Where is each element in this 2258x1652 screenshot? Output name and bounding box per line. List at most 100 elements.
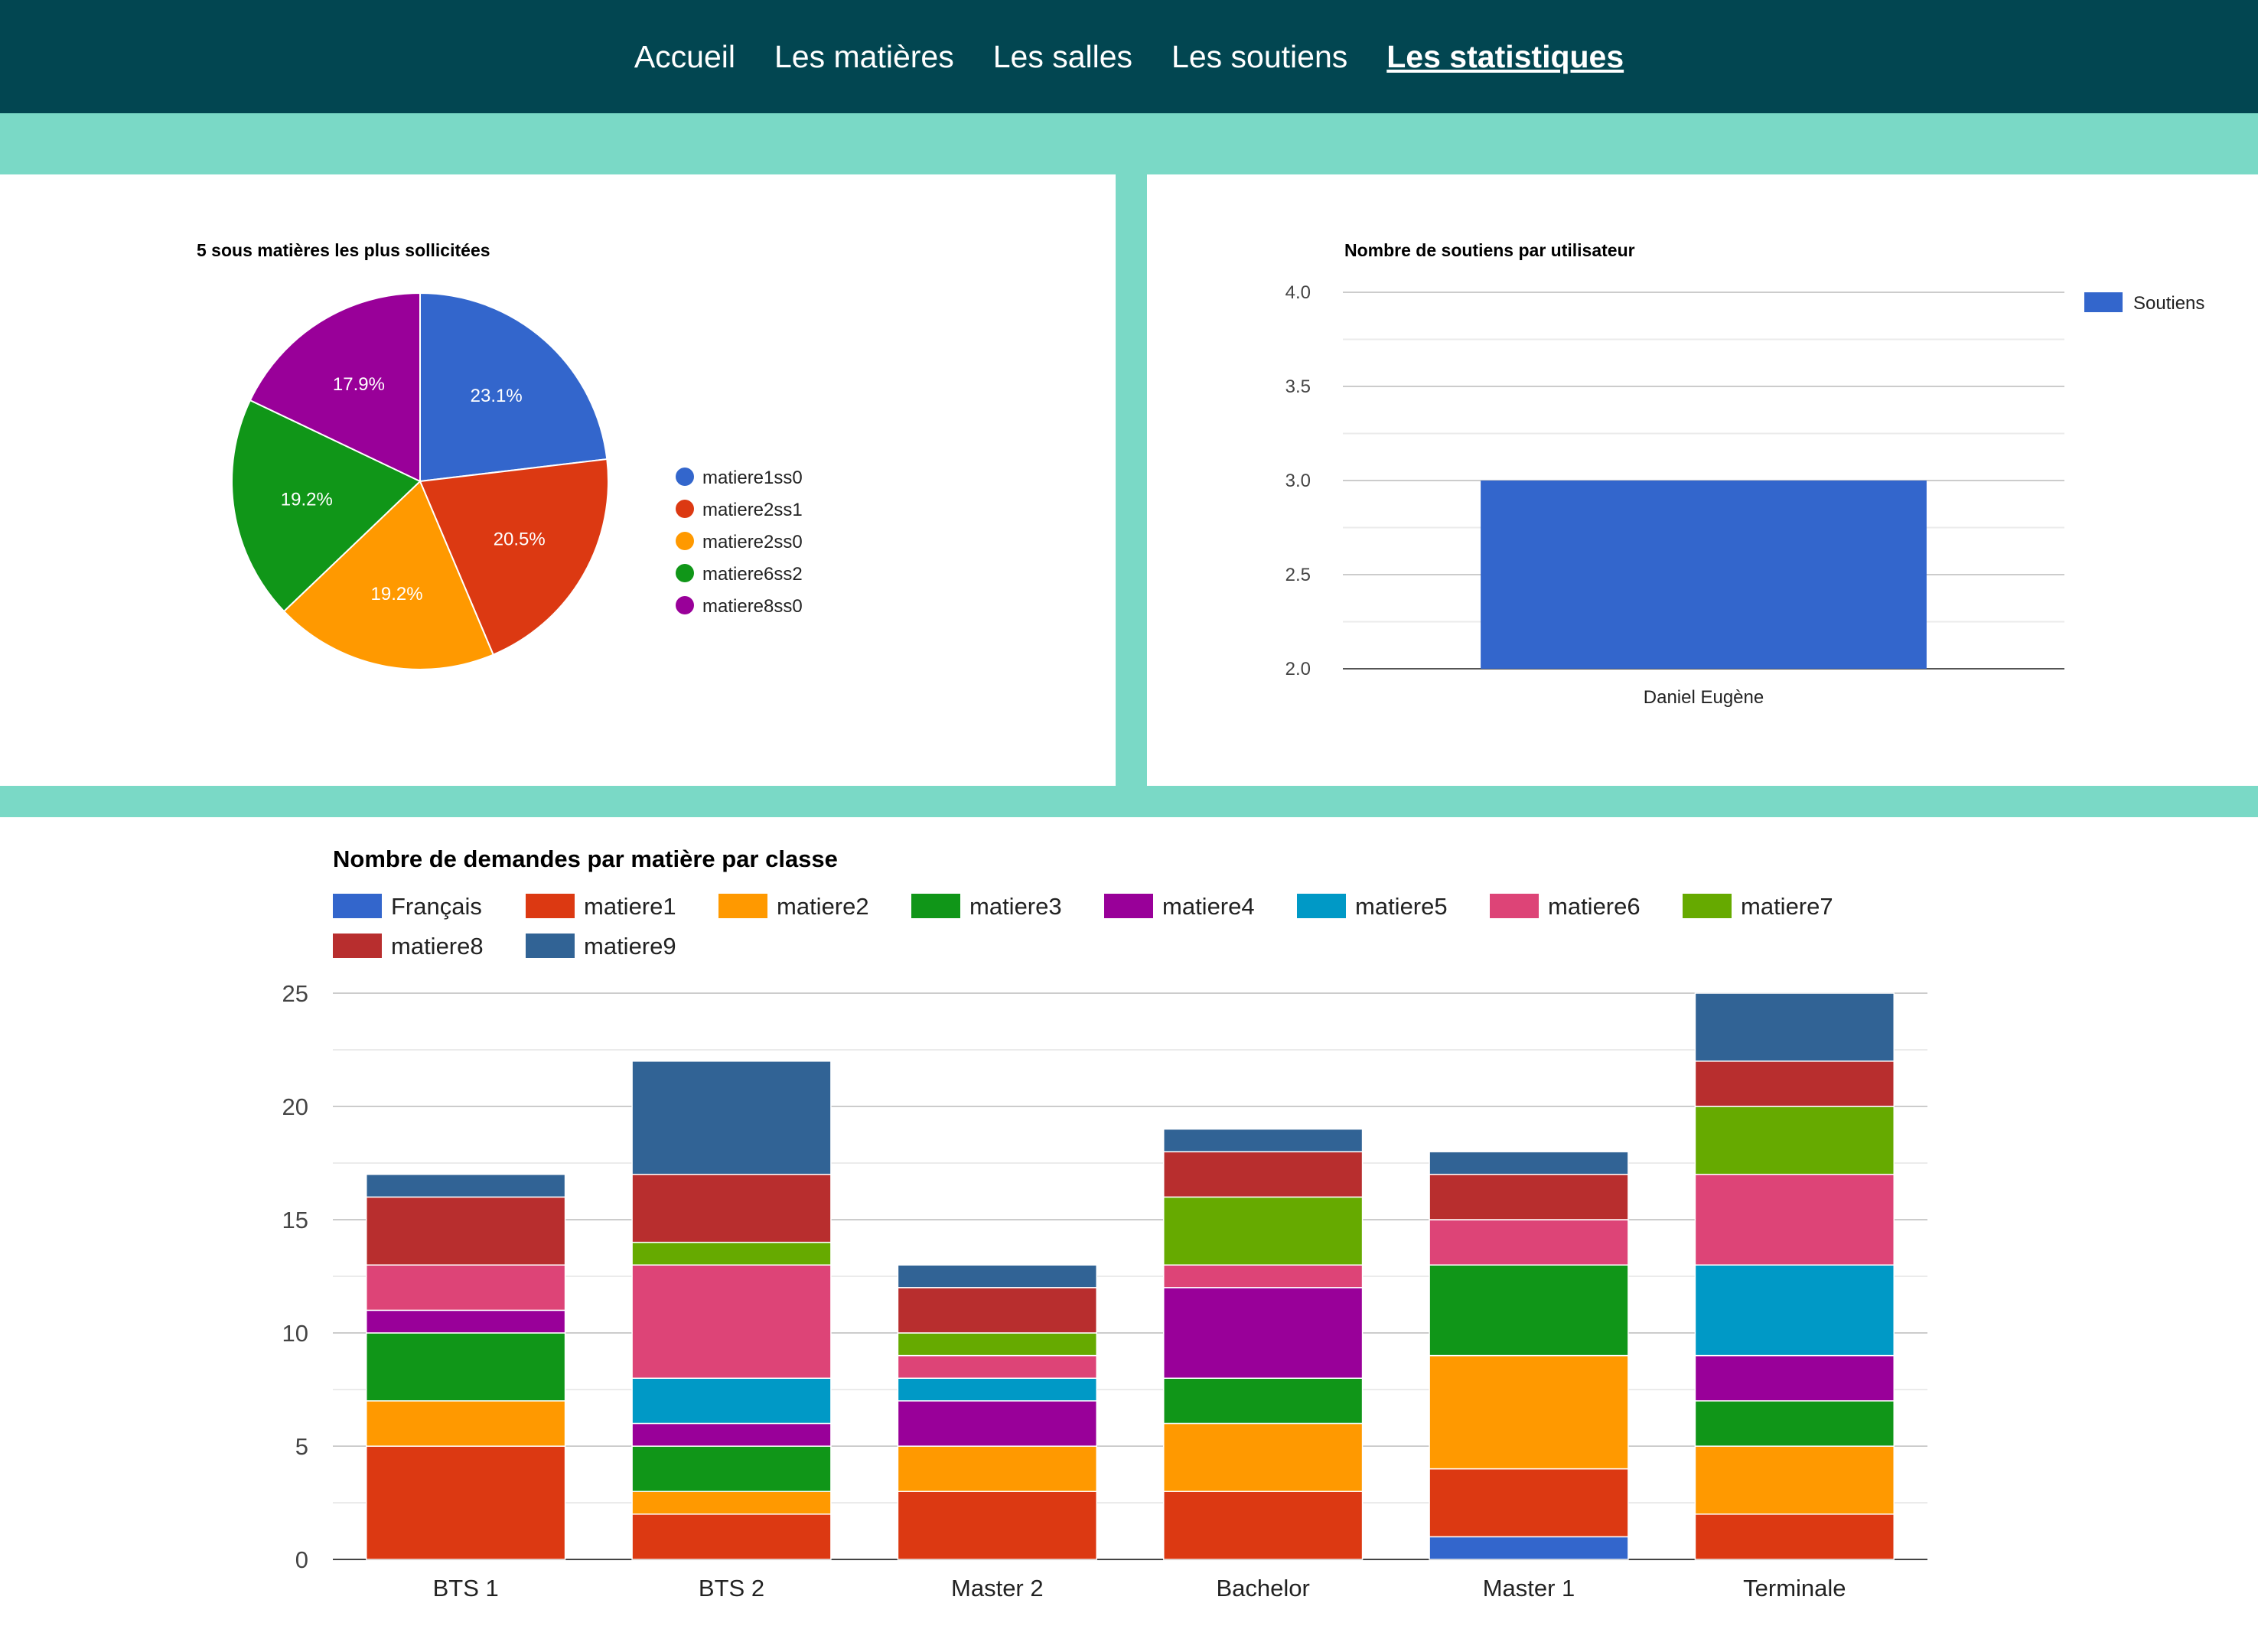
pie-chart-panel: 5 sous matières les plus sollicitées 23.… xyxy=(0,174,1116,786)
legend-item-matiere2ss1: matiere2ss1 xyxy=(702,500,803,520)
y-tick-label: 15 xyxy=(282,1207,308,1233)
bar-segment-master-2-matiere4[interactable] xyxy=(897,1400,1097,1447)
bar-segment-bts-1-matiere6[interactable] xyxy=(366,1264,566,1311)
bar-daniel-eugene[interactable] xyxy=(1481,481,1927,669)
bar-segment-bts-2-matiere4[interactable] xyxy=(631,1422,832,1447)
bar-segment-master-1-francais[interactable] xyxy=(1429,1536,1629,1560)
x-tick-label: Master 2 xyxy=(951,1575,1044,1601)
pie-slice-matiere1ss0[interactable] xyxy=(419,292,608,483)
legend-item-matiere9: matiere9 xyxy=(584,933,676,960)
bar-segment-bts-2-matiere7[interactable] xyxy=(631,1241,832,1266)
bar-segment-master-1-matiere2[interactable] xyxy=(1429,1354,1629,1470)
bar-segment-terminale-matiere8[interactable] xyxy=(1694,1061,1895,1107)
top-navigation: Accueil Les matières Les salles Les sout… xyxy=(0,0,2258,113)
bar-segment-master-1-matiere1[interactable] xyxy=(1429,1468,1629,1538)
nav-accueil[interactable]: Accueil xyxy=(634,38,735,74)
pie-slice-matiere8ss0[interactable] xyxy=(249,292,421,483)
legend-marker xyxy=(1297,894,1346,918)
legend-item-matiere1ss0: matiere1ss0 xyxy=(702,468,803,488)
pie-slice-matiere6ss2[interactable] xyxy=(231,399,422,613)
bar-segment-bts-1-matiere3[interactable] xyxy=(366,1332,566,1402)
bar-segment-bachelor-matiere4[interactable] xyxy=(1163,1287,1364,1379)
legend-item-matiere3: matiere3 xyxy=(969,893,1062,920)
bar-segment-bts-1-matiere8[interactable] xyxy=(366,1196,566,1266)
bar-segment-master-2-matiere6[interactable] xyxy=(897,1354,1097,1379)
bar-segment-terminale-matiere1[interactable] xyxy=(1694,1514,1895,1560)
legend-marker xyxy=(526,934,575,958)
pie-slice-label: 19.2% xyxy=(281,490,333,510)
y-tick-label: 2.5 xyxy=(1285,565,1311,585)
bar-segment-bachelor-matiere8[interactable] xyxy=(1163,1151,1364,1198)
y-tick-label: 4.0 xyxy=(1285,282,1311,303)
nav-les-statistiques[interactable]: Les statistiques xyxy=(1386,38,1624,74)
legend-marker xyxy=(676,564,694,582)
bar-segment-bts-1-matiere9[interactable] xyxy=(366,1174,566,1198)
bar-segment-bts-1-matiere2[interactable] xyxy=(366,1400,566,1447)
pie-chart-title: 5 sous matières les plus sollicitées xyxy=(197,240,490,260)
bar-segment-bts-2-matiere9[interactable] xyxy=(631,1061,832,1175)
bar-segment-terminale-matiere4[interactable] xyxy=(1694,1354,1895,1402)
legend-item-soutiens: Soutiens xyxy=(2133,293,2204,314)
legend-item-matiere6ss2: matiere6ss2 xyxy=(702,564,803,585)
bar-segment-bts-2-matiere3[interactable] xyxy=(631,1445,832,1492)
bar-segment-master-2-matiere1[interactable] xyxy=(897,1491,1097,1560)
bar-segment-master-1-matiere6[interactable] xyxy=(1429,1219,1629,1266)
bar-segment-master-1-matiere9[interactable] xyxy=(1429,1151,1629,1175)
bar-segment-terminale-matiere2[interactable] xyxy=(1694,1445,1895,1515)
pie-slice-label: 19.2% xyxy=(371,584,423,604)
bar-chart-panel: Nombre de soutiens par utilisateur 2.0 2.… xyxy=(1147,174,2258,786)
bar-segment-bts-1-matiere1[interactable] xyxy=(366,1445,566,1560)
bar-segment-terminale-matiere5[interactable] xyxy=(1694,1264,1895,1357)
bar-segment-master-2-matiere8[interactable] xyxy=(897,1287,1097,1334)
x-tick-label: BTS 1 xyxy=(433,1575,499,1601)
bar-segment-bts-2-matiere5[interactable] xyxy=(631,1377,832,1425)
legend-marker xyxy=(1104,894,1153,918)
bar-segment-bts-2-matiere6[interactable] xyxy=(631,1264,832,1379)
legend-item-matiere2: matiere2 xyxy=(777,893,869,920)
y-tick-label: 10 xyxy=(282,1320,308,1347)
legend-marker xyxy=(333,934,382,958)
legend-marker xyxy=(676,596,694,614)
x-tick-label: Terminale xyxy=(1743,1575,1846,1601)
bar-segment-terminale-matiere7[interactable] xyxy=(1694,1106,1895,1175)
bar-chart: Nombre de soutiens par utilisateur 2.0 2.… xyxy=(1285,240,2205,708)
pie-slice-label: 20.5% xyxy=(494,529,546,549)
bar-segment-bachelor-matiere9[interactable] xyxy=(1163,1128,1364,1152)
bar-segment-bachelor-matiere1[interactable] xyxy=(1163,1491,1364,1560)
legend-item-matiere4: matiere4 xyxy=(1162,893,1255,920)
nav-les-salles[interactable]: Les salles xyxy=(992,38,1133,74)
bar-segment-master-1-matiere3[interactable] xyxy=(1429,1264,1629,1357)
y-tick-label: 3.0 xyxy=(1285,471,1311,491)
y-tick-label: 2.0 xyxy=(1285,659,1311,679)
pie-slice-matiere2ss1[interactable] xyxy=(419,458,609,656)
stacked-chart-title: Nombre de demandes par matière par class… xyxy=(333,846,838,872)
bar-segment-terminale-matiere3[interactable] xyxy=(1694,1400,1895,1447)
bar-segment-master-2-matiere5[interactable] xyxy=(897,1377,1097,1402)
bar-segment-terminale-matiere9[interactable] xyxy=(1694,992,1895,1062)
bar-segment-master-2-matiere7[interactable] xyxy=(897,1332,1097,1357)
bar-segment-bts-2-matiere8[interactable] xyxy=(631,1174,832,1243)
bar-segment-bachelor-matiere7[interactable] xyxy=(1163,1196,1364,1266)
legend-item-matiere8ss0: matiere8ss0 xyxy=(702,596,803,617)
bar-segment-bachelor-matiere6[interactable] xyxy=(1163,1264,1364,1289)
x-tick-label: BTS 2 xyxy=(699,1575,764,1601)
bar-segment-master-1-matiere8[interactable] xyxy=(1429,1174,1629,1220)
bar-segment-bts-2-matiere2[interactable] xyxy=(631,1491,832,1515)
bar-segment-bachelor-matiere3[interactable] xyxy=(1163,1377,1364,1425)
y-tick-label: 25 xyxy=(282,980,308,1007)
legend-item-francais: Français xyxy=(391,893,482,920)
legend-marker xyxy=(676,532,694,550)
bar-segment-master-2-matiere9[interactable] xyxy=(897,1264,1097,1289)
bar-segment-terminale-matiere6[interactable] xyxy=(1694,1174,1895,1266)
bar-segment-master-2-matiere2[interactable] xyxy=(897,1445,1097,1492)
pie-slice-matiere2ss0[interactable] xyxy=(282,480,494,670)
bar-segment-bts-1-matiere4[interactable] xyxy=(366,1309,566,1334)
legend-marker xyxy=(1490,894,1539,918)
bar-segment-bachelor-matiere2[interactable] xyxy=(1163,1422,1364,1492)
nav-les-matieres[interactable]: Les matières xyxy=(774,38,954,74)
stacked-bar-chart: Nombre de demandes par matière par class… xyxy=(282,846,1927,1601)
pie-chart: 5 sous matières les plus sollicitées 23.… xyxy=(197,240,803,670)
nav-les-soutiens[interactable]: Les soutiens xyxy=(1171,38,1348,74)
bar-segment-bts-2-matiere1[interactable] xyxy=(631,1514,832,1560)
y-tick-label: 0 xyxy=(295,1546,308,1573)
